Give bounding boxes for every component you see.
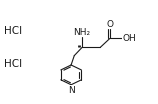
Text: HCl: HCl — [4, 59, 22, 69]
Text: NH₂: NH₂ — [74, 28, 91, 37]
Text: N: N — [68, 86, 74, 95]
Text: HCl: HCl — [4, 26, 22, 36]
Text: OH: OH — [123, 34, 137, 43]
Text: O: O — [106, 20, 113, 29]
